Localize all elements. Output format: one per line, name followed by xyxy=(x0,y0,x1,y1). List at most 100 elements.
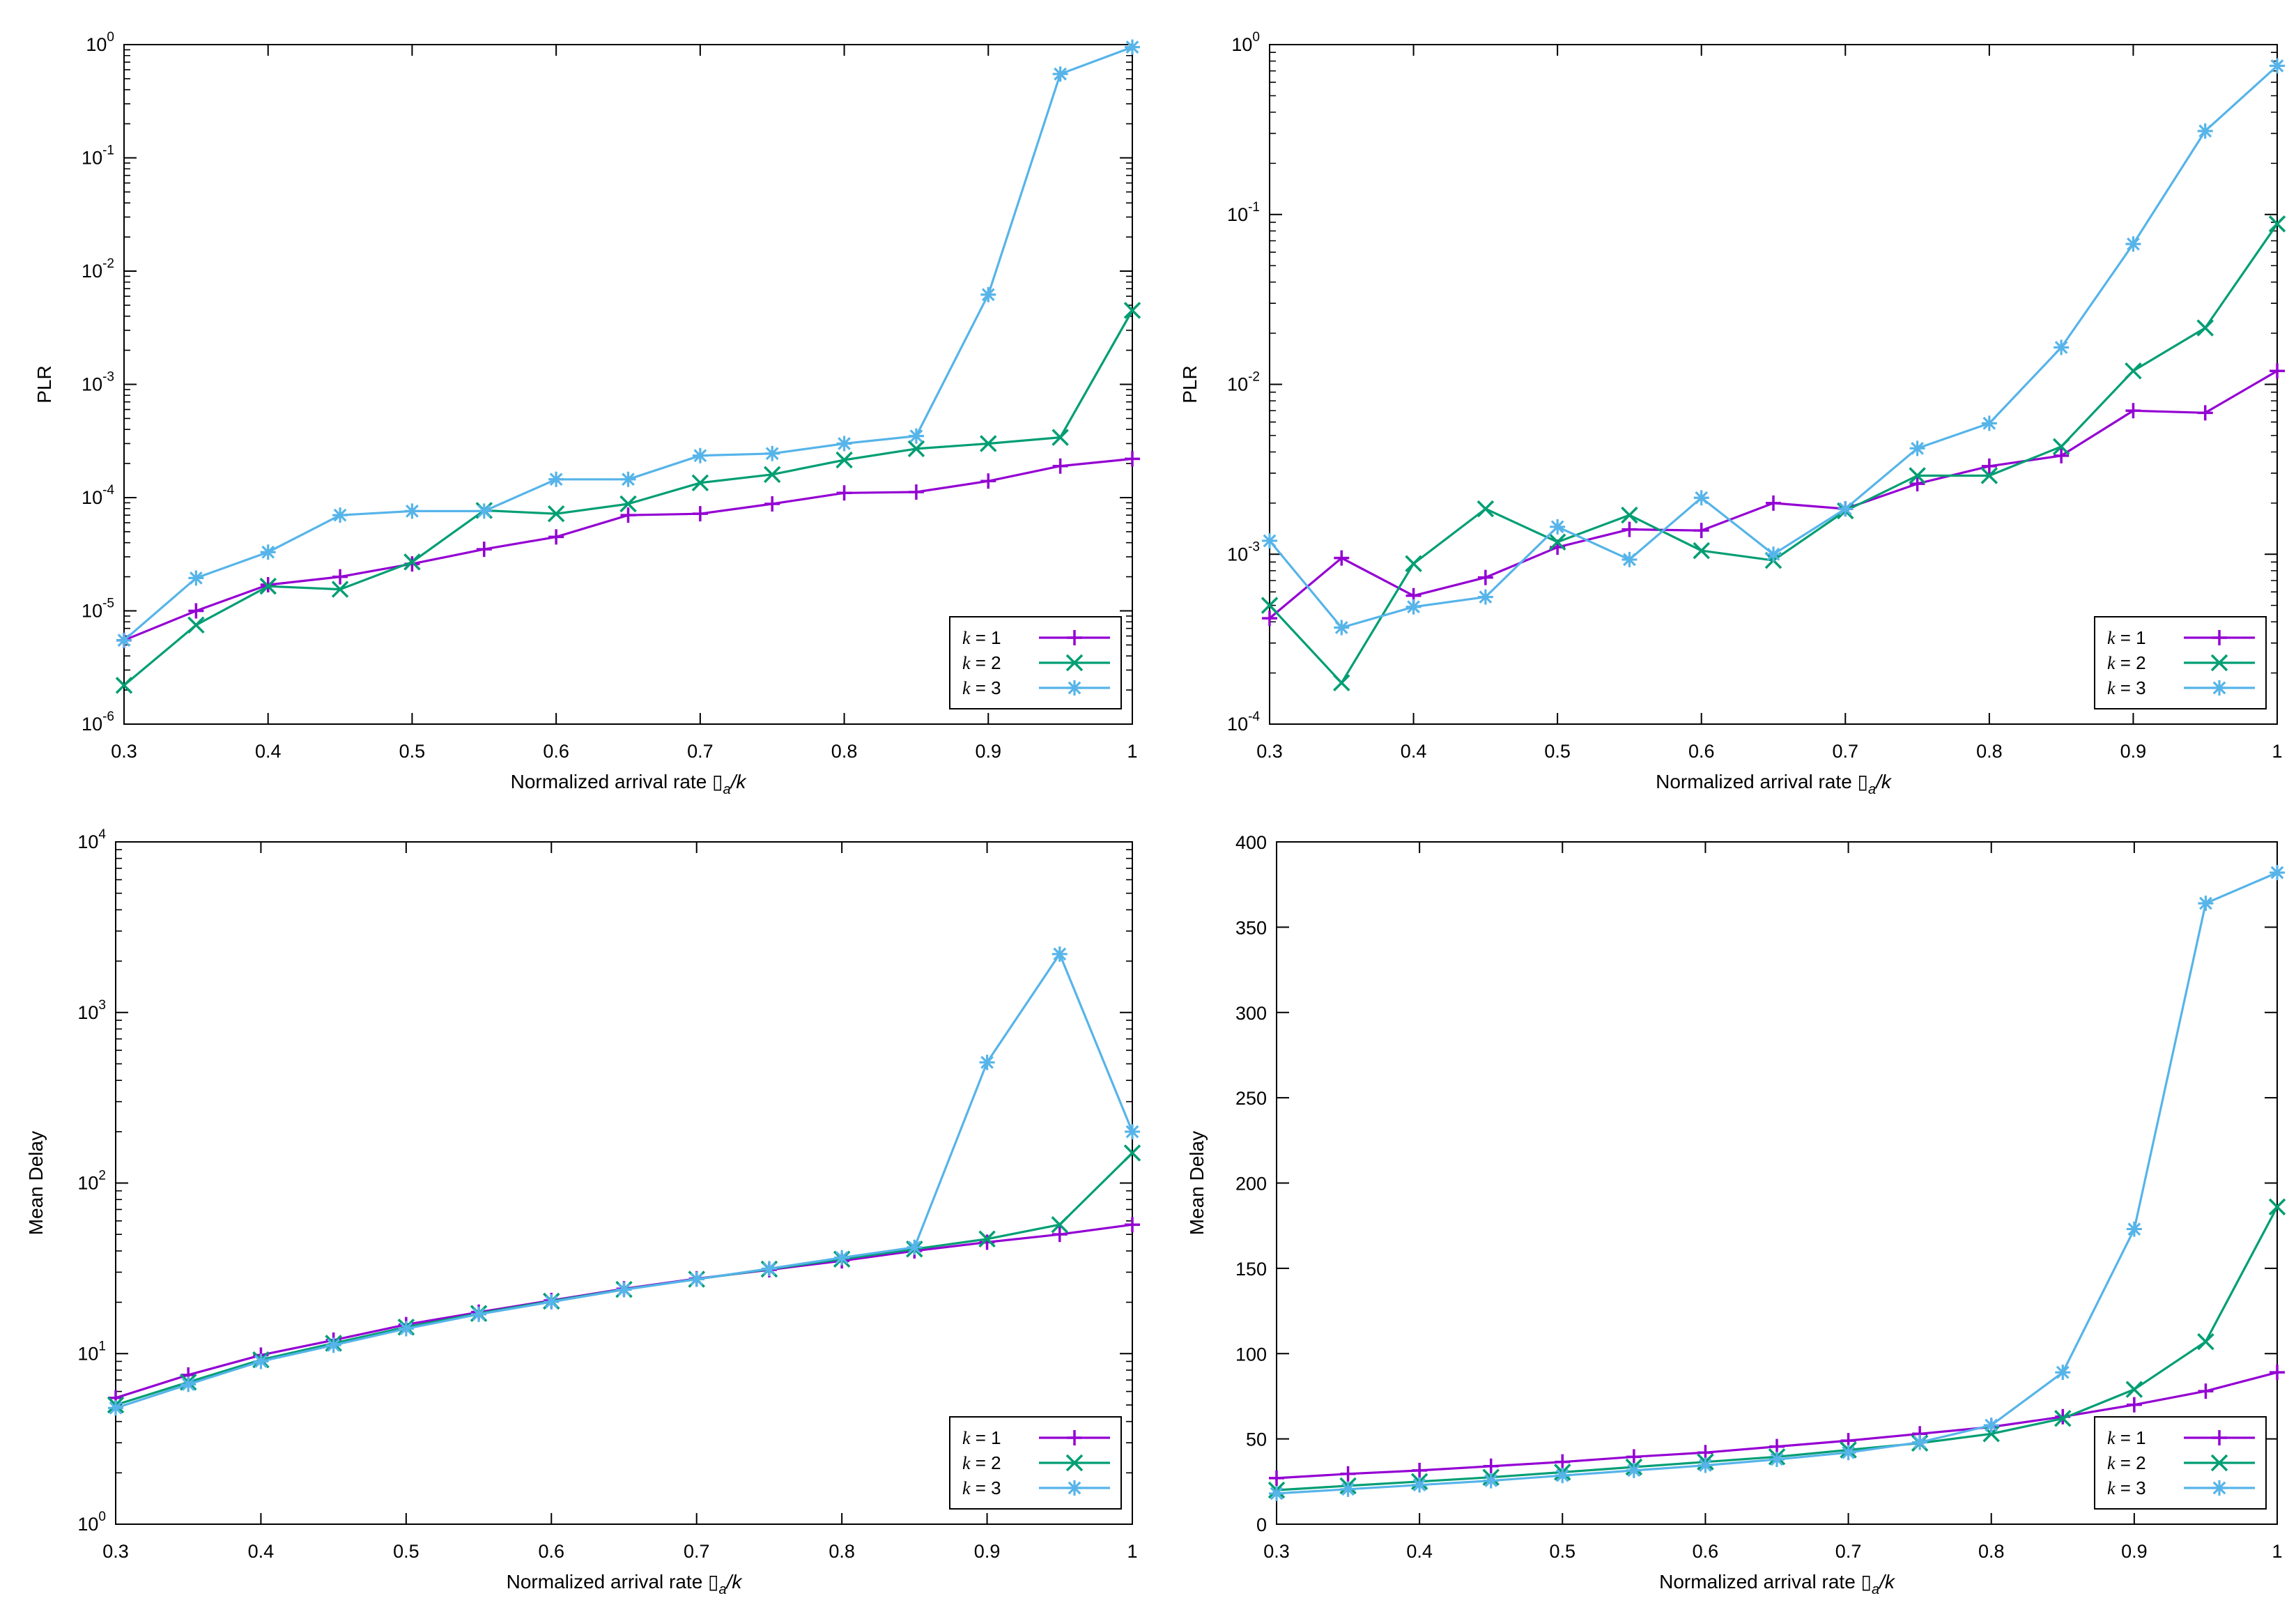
y-tick-base: 10 xyxy=(82,601,102,622)
data-point xyxy=(836,485,852,501)
plr-log-chart: 0.3 0.4 0.5 0.6 0.7 0.8 0.9 110-610-510-410-310… xyxy=(33,30,1141,797)
legend-variable: k xyxy=(2107,1478,2116,1498)
y-tick-label: 100 xyxy=(1235,1344,1267,1365)
series-k3 xyxy=(108,946,1140,1416)
series-k1 xyxy=(1262,363,2285,627)
y-tick-exponent: 0 xyxy=(107,30,114,45)
series-k3 xyxy=(1269,865,2285,1501)
data-point xyxy=(1697,1445,1713,1461)
x-tick-label: 0.5 xyxy=(1550,1541,1576,1562)
y-tick-base: 10 xyxy=(82,374,102,395)
data-point xyxy=(1621,521,1638,537)
data-point xyxy=(2126,1221,2142,1237)
x-tick-label: 0.4 xyxy=(1401,741,1427,762)
y-tick-exponent: -4 xyxy=(1248,709,1260,724)
data-point xyxy=(1052,66,1068,82)
x-tick-label: 0.8 xyxy=(1978,1541,2005,1562)
data-point xyxy=(1766,495,1781,511)
data-point xyxy=(1697,1457,1713,1473)
legend-value: = 1 xyxy=(2116,627,2146,648)
data-point xyxy=(1909,440,1925,456)
x-axis-label-subscript: a xyxy=(723,782,730,797)
data-point xyxy=(1051,946,1068,962)
data-point xyxy=(476,542,492,558)
legend-label: k = 3 xyxy=(962,677,1001,698)
data-point xyxy=(1412,1462,1428,1478)
data-point xyxy=(2268,215,2286,233)
data-point xyxy=(2196,319,2214,337)
y-tick-base: 10 xyxy=(1227,544,1248,565)
legend-value: = 2 xyxy=(2116,652,2146,673)
x-tick-label: 0.5 xyxy=(393,1541,419,1562)
data-point xyxy=(979,1234,995,1250)
legend: k = 1k = 2k = 3 xyxy=(2094,1416,2267,1510)
data-point xyxy=(1477,569,1493,585)
data-point xyxy=(1262,611,1277,627)
data-point xyxy=(1405,555,1422,573)
data-point xyxy=(761,1261,777,1277)
data-point xyxy=(2268,1198,2286,1216)
y-tick-exponent: -3 xyxy=(102,370,114,385)
legend-value: = 3 xyxy=(2116,1477,2146,1498)
mean-delay-linear-chart: 0.3 0.4 0.5 0.6 0.7 0.8 0.9 1 0 50 100 150 200 250 300… xyxy=(1186,832,2286,1597)
data-point xyxy=(108,1400,123,1416)
y-tick-label: 250 xyxy=(1235,1088,1267,1109)
data-point xyxy=(1555,1468,1571,1484)
series-line xyxy=(1276,871,2278,1495)
x-axis-label-subscript: a xyxy=(1868,782,1876,797)
data-point xyxy=(1334,550,1350,566)
data-point xyxy=(2126,1397,2142,1413)
data-point xyxy=(2198,896,2214,912)
data-point xyxy=(187,616,205,634)
data-point xyxy=(836,436,852,452)
data-point xyxy=(1340,1481,1356,1497)
legend-marker xyxy=(2212,630,2227,645)
data-point xyxy=(1334,620,1350,636)
data-point xyxy=(1693,490,1709,506)
legend-value: = 1 xyxy=(971,627,1001,648)
data-point xyxy=(2270,1365,2285,1381)
legend-marker xyxy=(2212,1430,2227,1445)
y-axis-label: PLR xyxy=(1179,365,1201,403)
legend-label: k = 3 xyxy=(2107,1477,2146,1498)
data-point xyxy=(1269,1485,1284,1501)
data-point xyxy=(1125,1123,1140,1139)
data-point xyxy=(908,428,924,444)
data-point xyxy=(332,507,348,523)
data-point xyxy=(2270,865,2285,881)
y-tick-label: 10-2 xyxy=(1227,370,1260,395)
x-tick-label: 0.4 xyxy=(1406,1541,1433,1562)
data-point xyxy=(1412,1477,1428,1493)
x-tick-label: 0.5 xyxy=(399,741,426,762)
y-tick-label: 101 xyxy=(77,1339,106,1364)
legend-label: k = 1 xyxy=(2107,1427,2146,1448)
y-tick-base: 10 xyxy=(82,714,102,735)
data-point xyxy=(1125,451,1140,467)
data-point xyxy=(332,569,348,585)
x-axis-label: Normalized arrival rate ▯a/k xyxy=(507,1571,743,1597)
y-tick-base: 10 xyxy=(77,1514,98,1535)
data-point xyxy=(1769,1438,1785,1454)
legend-variable: k xyxy=(2107,653,2116,673)
x-tick-label: 0.6 xyxy=(543,741,569,762)
x-tick-label: 1 xyxy=(1127,1541,1137,1562)
series-k2 xyxy=(107,1144,1141,1414)
x-tick-label: 0.8 xyxy=(829,1541,855,1562)
data-point xyxy=(1766,546,1781,562)
x-tick-label: 1 xyxy=(2272,741,2282,762)
legend-marker xyxy=(1067,680,1082,696)
legend-value: = 1 xyxy=(971,1427,1001,1448)
data-point xyxy=(764,445,780,461)
legend-value: = 3 xyxy=(971,677,1001,698)
data-point xyxy=(1477,589,1493,605)
y-tick-label: 400 xyxy=(1235,832,1267,853)
data-point xyxy=(907,440,925,458)
x-tick-label: 0.8 xyxy=(831,741,858,762)
series-line xyxy=(1268,369,2278,620)
series-k3 xyxy=(1262,58,2285,636)
y-tick-exponent: -4 xyxy=(102,483,114,498)
y-tick-base: 10 xyxy=(77,1002,98,1023)
data-point xyxy=(115,677,133,694)
y-tick-base: 10 xyxy=(1227,204,1248,225)
y-tick-exponent: 3 xyxy=(98,998,106,1013)
